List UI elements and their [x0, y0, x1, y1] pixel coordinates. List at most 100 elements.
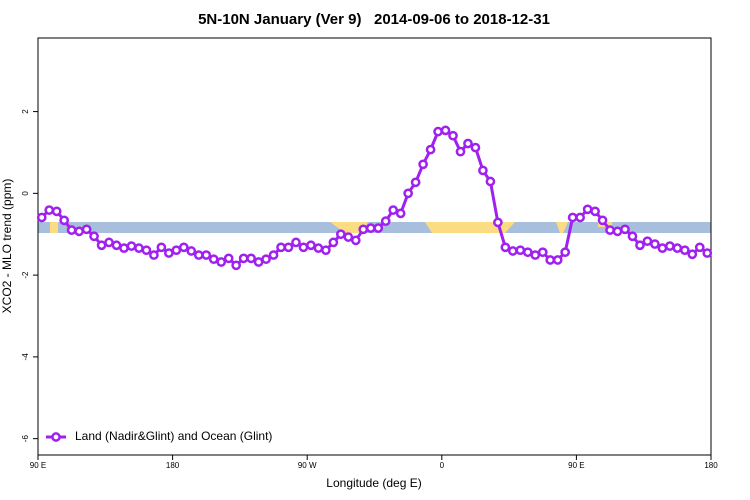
data-point — [253, 257, 264, 267]
data-point — [358, 224, 369, 235]
data-point — [650, 239, 660, 249]
data-point — [560, 247, 571, 258]
y-tick-label: -6 — [21, 435, 30, 443]
data-point — [515, 245, 526, 256]
chart-title: 5N-10N January (Ver 9) 2014-09-06 to 201… — [198, 11, 550, 28]
data-point — [493, 217, 503, 228]
x-tick-label: 0 — [440, 461, 445, 470]
data-point — [126, 241, 137, 251]
data-point — [171, 245, 182, 256]
legend-marker — [51, 432, 61, 442]
data-point — [605, 225, 615, 235]
data-point — [373, 223, 384, 233]
data-point — [208, 254, 219, 265]
data-point — [507, 246, 518, 256]
data-point — [261, 254, 271, 265]
data-point — [478, 165, 488, 176]
data-point — [530, 250, 541, 260]
data-point — [223, 253, 234, 264]
y-tick-label: 2 — [21, 109, 30, 114]
y-tick-label: -4 — [21, 353, 30, 361]
data-point — [597, 215, 608, 226]
data-point — [51, 206, 62, 217]
y-axis-label: XCO2 - MLO trend (ppm) — [0, 179, 14, 314]
data-point — [455, 146, 466, 157]
data-point — [567, 212, 578, 223]
data-point — [365, 223, 376, 233]
data-point — [582, 204, 593, 215]
data-point — [620, 224, 630, 235]
data-point — [89, 231, 99, 242]
data-point — [141, 245, 152, 256]
x-axis-label: Longitude (deg E) — [326, 476, 421, 490]
data-point — [231, 260, 242, 271]
data-point — [134, 243, 144, 253]
data-point — [328, 237, 339, 248]
y-tick-label: -2 — [21, 271, 30, 279]
data-point — [403, 188, 413, 199]
data-point — [702, 248, 713, 258]
data-point — [642, 236, 653, 247]
data-point — [635, 240, 645, 251]
data-point — [590, 206, 600, 217]
data-point — [380, 216, 391, 227]
data-point — [485, 176, 496, 187]
data-point — [156, 242, 167, 253]
data-point — [470, 142, 481, 153]
data-point — [395, 208, 406, 219]
data-point — [246, 253, 256, 264]
data-point — [268, 250, 279, 260]
data-point — [575, 212, 585, 223]
data-point — [418, 159, 428, 170]
data-point — [81, 224, 92, 235]
data-point — [238, 253, 249, 264]
data-point — [291, 237, 301, 248]
data-point — [178, 242, 189, 253]
data-point — [612, 226, 623, 237]
data-point — [193, 250, 204, 260]
data-point — [149, 250, 159, 260]
data-point — [425, 144, 436, 155]
x-tick-label: 180 — [166, 461, 180, 470]
data-point — [164, 248, 174, 258]
data-point — [336, 229, 346, 240]
x-tick-label: 90 E — [568, 461, 584, 470]
data-point — [410, 177, 421, 188]
data-point — [119, 243, 129, 253]
data-point — [679, 245, 690, 256]
data-point — [440, 125, 451, 136]
x-tick-label: 180 — [704, 461, 718, 470]
data-point — [672, 243, 683, 253]
data-point — [665, 241, 675, 251]
plot-frame — [37, 37, 712, 456]
data-point — [96, 240, 107, 251]
data-point — [104, 237, 114, 248]
data-point — [321, 245, 331, 256]
y-tick-label: 0 — [21, 191, 30, 196]
data-point — [216, 257, 227, 267]
data-point — [537, 247, 548, 258]
data-point — [283, 242, 294, 253]
data-point — [306, 240, 316, 251]
x-tick-label: 90 E — [30, 461, 46, 470]
data-point — [522, 247, 533, 258]
x-tick-label: 90 W — [298, 461, 317, 470]
data-point — [687, 249, 698, 260]
data-point — [627, 231, 638, 242]
data-point — [657, 243, 668, 253]
data-point — [66, 225, 77, 235]
data-point — [313, 243, 324, 253]
data-point — [388, 205, 399, 215]
data-point — [111, 240, 122, 251]
data-point — [59, 215, 70, 226]
data-point — [552, 255, 563, 265]
data-point — [500, 242, 511, 253]
data-point — [448, 130, 458, 141]
data-point — [694, 242, 705, 253]
data-point — [186, 246, 197, 256]
data-point — [350, 235, 361, 246]
data-point — [433, 126, 443, 137]
data-point — [44, 205, 55, 215]
data-point — [201, 250, 212, 260]
